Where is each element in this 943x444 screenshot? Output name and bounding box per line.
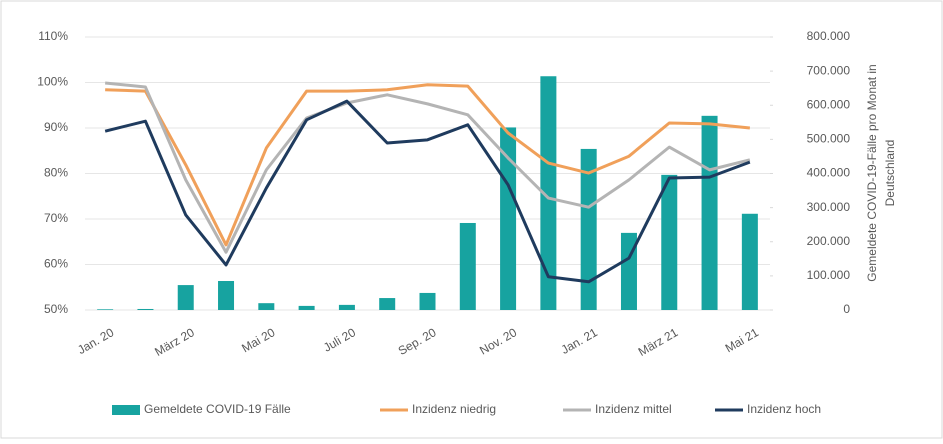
bar: [661, 174, 678, 310]
bar: [137, 308, 154, 310]
y-tick-label: 110%: [38, 29, 68, 43]
y2-tick-label: 600.000: [807, 97, 851, 111]
bar: [258, 303, 275, 310]
y2-axis-label: Gemeldete COVID-19-Fälle pro Monat in: [865, 64, 879, 281]
bar: [97, 309, 114, 310]
y-tick-label: 80%: [44, 166, 68, 180]
bar: [459, 222, 476, 310]
y-tick-label: 100%: [37, 75, 68, 89]
legend-label: Gemeldete COVID-19 Fälle: [144, 402, 291, 416]
line: [104, 99, 751, 284]
bar: [580, 148, 597, 310]
y2-tick-label: 400.000: [807, 166, 851, 180]
bar: [540, 76, 557, 311]
bar: [218, 280, 235, 310]
y-tick-label: 70%: [44, 211, 68, 225]
legend-label: Inzidenz niedrig: [412, 402, 496, 416]
y2-tick-label: 100.000: [807, 268, 851, 282]
y2-tick-label: 300.000: [807, 200, 851, 214]
y-tick-label: 90%: [44, 120, 68, 134]
bar: [379, 298, 396, 310]
bar: [701, 115, 718, 310]
legend-label: Inzidenz hoch: [747, 402, 821, 416]
y2-tick-label: 700.000: [807, 63, 851, 77]
y2-tick-label: 0: [843, 302, 850, 316]
bar: [338, 304, 355, 310]
bar: [298, 305, 315, 310]
y2-tick-label: 500.000: [807, 132, 851, 146]
bar: [419, 292, 436, 310]
bar: [741, 213, 758, 310]
line: [105, 83, 751, 247]
line: [104, 81, 751, 254]
bar: [500, 127, 517, 311]
legend-swatch: [112, 405, 140, 415]
bar: [177, 285, 194, 310]
y-tick-label: 50%: [44, 302, 68, 316]
y2-tick-label: 800.000: [807, 29, 851, 43]
legend-label: Inzidenz mittel: [595, 402, 672, 416]
y2-axis-label: Deutschland: [883, 140, 897, 207]
y2-tick-label: 200.000: [807, 234, 851, 248]
y-tick-label: 60%: [44, 257, 68, 271]
